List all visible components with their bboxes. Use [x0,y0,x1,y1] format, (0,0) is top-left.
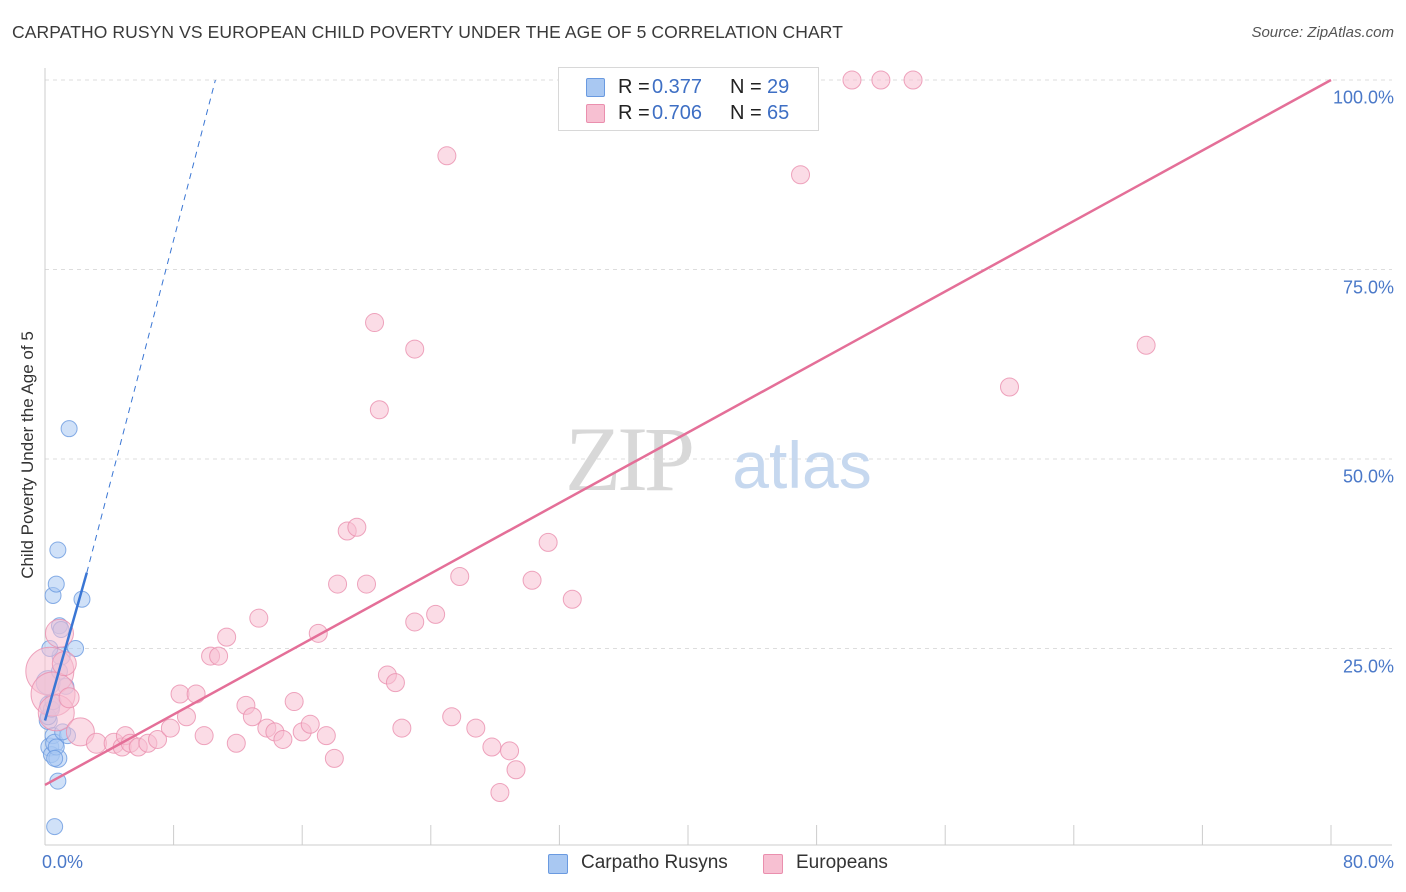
y-axis-label: Child Poverty Under the Age of 5 [18,331,37,579]
watermark-atlas: atlas [732,428,871,502]
watermark-zip: ZIP [565,408,692,510]
european-point [357,574,376,594]
european-point [538,532,558,552]
european-point [842,70,862,90]
european-point [1000,377,1019,397]
points-layer [25,70,1156,836]
european-point [194,726,214,746]
european-point [226,733,246,753]
bottom-legend-label-europeans: Europeans [796,852,888,873]
european-point [482,737,502,757]
european-point [562,589,582,609]
european-point [316,726,336,746]
european-point [426,604,446,624]
european-point [385,673,405,693]
european-point [148,729,168,749]
legend-swatch-europeans [586,104,605,123]
bottom-legend-rusyns[interactable]: Carpatho Rusyns [548,852,728,874]
european-point [522,570,542,590]
european-point [466,718,486,738]
european-trend-line [44,78,1332,787]
bottom-legend-swatch-europeans [763,854,783,874]
european-point [405,339,425,359]
bottom-legend-label-rusyns: Carpatho Rusyns [581,852,728,873]
european-point [903,70,923,90]
legend-n-value: 29 [767,76,790,98]
chart-title: CARPATHO RUSYN VS EUROPEAN CHILD POVERTY… [12,22,844,42]
legend-r-value: 0.706 [652,102,703,124]
legend-n-label: N = [730,102,762,124]
european-point [405,612,425,632]
y-tick-50: 50.0% [1342,466,1394,487]
european-point [209,646,229,666]
european-point [217,627,237,647]
european-point [437,146,457,166]
legend-r-label: R = [618,76,650,98]
legend-n-value: 65 [767,102,790,124]
european-point [450,566,470,586]
legend-r-value: 0.377 [652,76,703,98]
y-tick-75: 75.0% [1342,277,1394,297]
european-point [365,313,385,333]
grid-layer [45,79,1392,649]
european-point [871,70,891,90]
legend-n-label: N = [730,76,762,98]
european-point [506,760,526,780]
rusyn-trend-extension [86,79,216,573]
european-point [1136,335,1156,355]
trend-layer [43,78,1332,787]
european-point [284,692,304,712]
european-point [490,783,510,803]
bottom-legend-europeans[interactable]: Europeans [763,852,888,874]
watermark: ZIP atlas [565,408,872,510]
european-point [500,741,520,761]
x-tick-max: 80.0% [1342,852,1394,872]
x-tick-min: 0.0% [42,852,84,872]
european-point [249,608,269,628]
european-point [392,718,412,738]
european-point [328,574,348,594]
european-point [160,718,180,738]
legend-swatch-rusyns [586,78,605,97]
european-point [300,714,320,734]
european-point [170,684,190,704]
rusyn-point [49,541,67,559]
rusyn-point [46,749,64,767]
rusyn-trend-line [43,572,88,721]
axis-layer [44,68,1392,846]
rusyn-point [46,818,64,836]
european-point [347,517,367,537]
european-point [186,684,206,704]
rusyn-point [47,575,65,593]
rusyn-point [67,640,85,657]
european-point [273,729,293,749]
european-point [791,165,811,185]
legend: R = 0.377 N = 29 R = 0.706 N = 65 [558,67,819,131]
y-tick-25: 25.0% [1342,656,1394,676]
european-point [242,707,262,727]
european-point [369,400,389,420]
rusyn-point [60,420,78,438]
european-point [58,687,80,709]
bottom-legend-swatch-rusyns [548,854,568,874]
y-tick-100: 100.0% [1332,87,1394,108]
european-point [85,732,107,754]
european-point [324,748,344,768]
legend-r-label: R = [618,102,650,124]
european-point [442,707,462,727]
source-label: Source: ZipAtlas.com [1251,24,1394,41]
